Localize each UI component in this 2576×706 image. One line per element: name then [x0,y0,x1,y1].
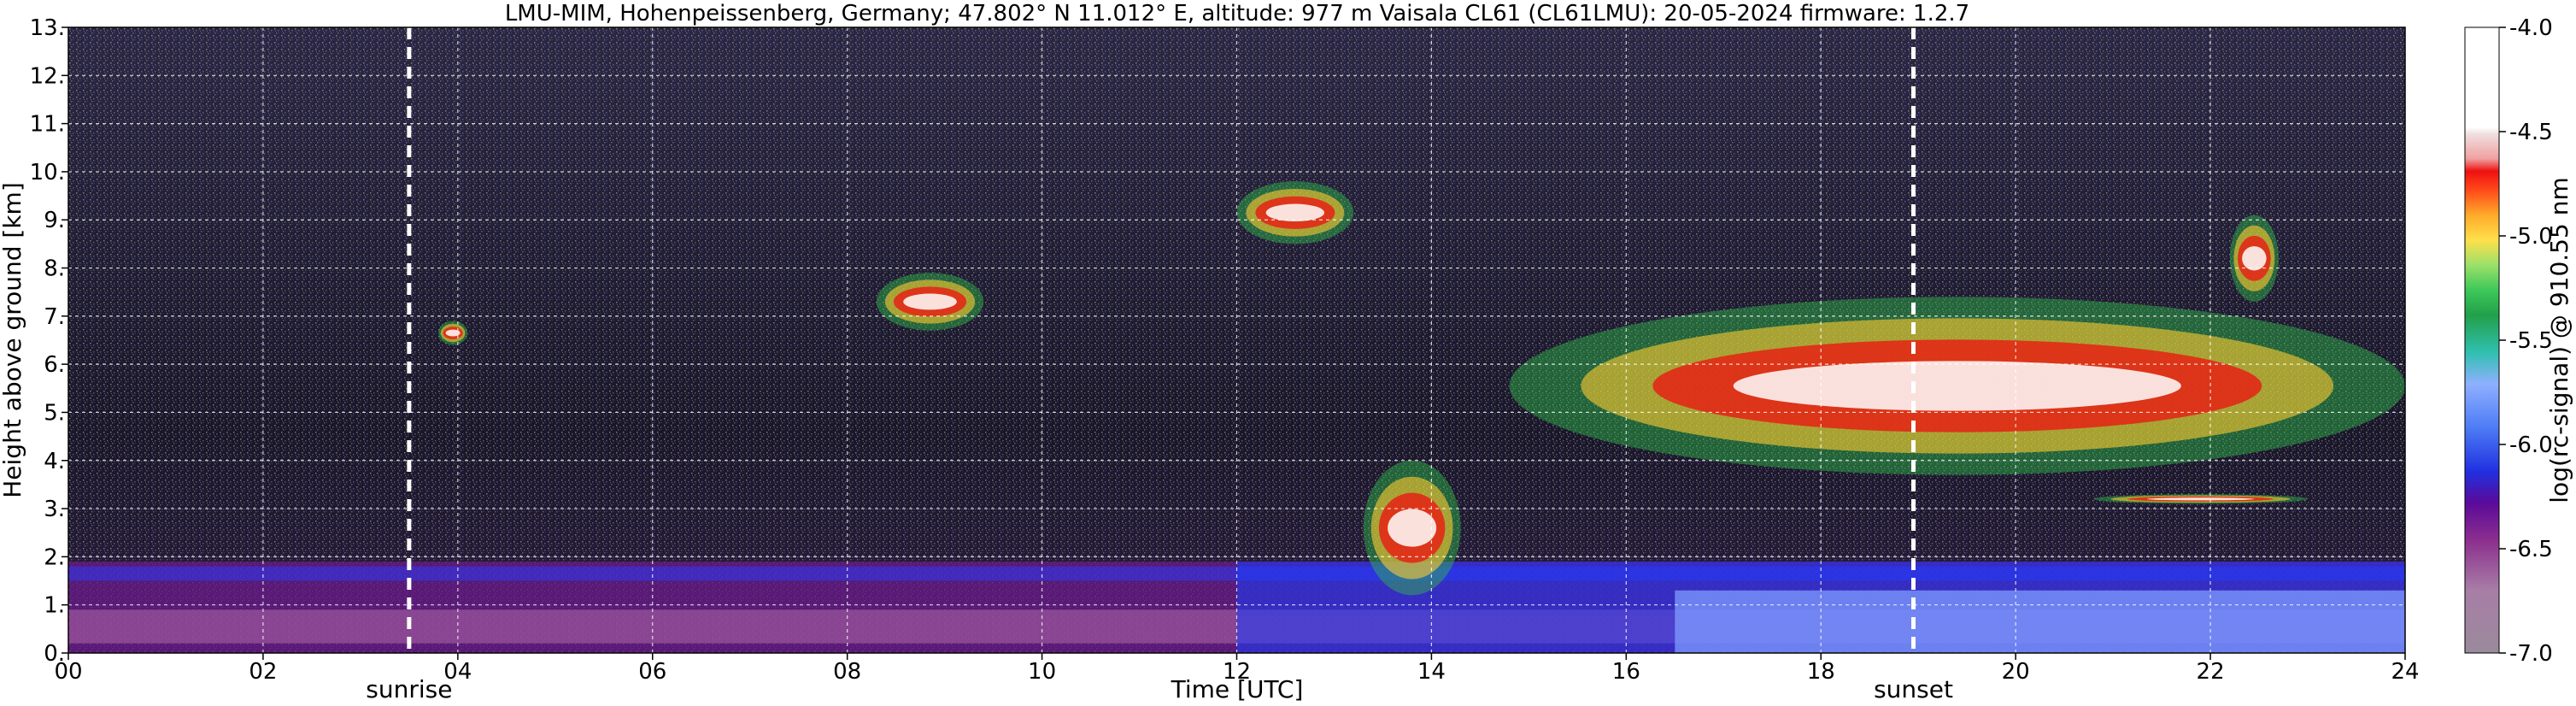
cloud-feature [2093,494,2309,504]
y-tick-label: 13. [30,15,65,41]
colorbar-tick-label: -5.5 [2509,328,2553,354]
y-tick-label: 7. [44,304,65,330]
y-tick-label: 8. [44,256,65,282]
colorbar-tick-label: -6.5 [2509,537,2553,562]
sunrise-label: sunrise [366,675,452,703]
colorbar: -7.0 -6.5 -6.0 -5.5 -5.0 -4.5 -4.0 log(rc-sign… [2464,15,2573,667]
cloud-feature [1363,460,1461,596]
y-tick-label: 5. [44,400,65,426]
x-tick-label: 24 [2391,659,2419,685]
y-axis-label: Height above ground [km] [0,182,26,498]
y-tick-label: 9. [44,208,65,233]
y-tick-label: 4. [44,449,65,474]
x-tick-label: 14 [1417,659,1446,685]
x-tick-label: 10 [1028,659,1056,685]
x-tick-label: 18 [1807,659,1835,685]
y-tick-label: 1. [44,593,65,619]
y-axis: 0. 1. 2. 3. 4. 5. 6. 7. 8. 9. 10. 11. 12. 13. [30,15,68,667]
y-tick-label: 2. [44,544,65,570]
x-tick-label: 08 [833,659,861,685]
y-tick-label: 0. [44,641,65,667]
colorbar-label: log(rc-signal) @ 910.55 nm [2545,177,2573,503]
colorbar-tick-label: -4.0 [2509,15,2553,41]
y-tick-label: 6. [44,352,65,378]
colorbar-tick-label: -5.0 [2509,224,2553,250]
cloud-feature [438,321,468,345]
chart-title: LMU-MIM, Hohenpeissenberg, Germany; 47.8… [505,1,1969,26]
x-axis: 00 02 04 06 08 10 12 14 16 18 20 22 24 [54,653,2420,685]
cloud-feature [876,273,984,331]
y-tick-label: 10. [30,160,65,185]
cloud-feature [2229,215,2279,302]
x-tick-label: 06 [638,659,666,685]
colorbar-tick-label: -4.5 [2509,120,2553,145]
grid-lines [68,27,2405,653]
x-tick-label: 00 [54,659,82,685]
colorbar-ticks: -7.0 -6.5 -6.0 -5.5 -5.0 -4.5 -4.0 [2499,15,2553,667]
x-tick-label: 12 [1223,659,1251,685]
cloud-feature [1509,297,2405,475]
colorbar-tick-label: -7.0 [2509,641,2553,667]
x-tick-label: 22 [2197,659,2225,685]
sunset-label: sunset [1874,675,1953,703]
y-tick-label: 3. [44,497,65,522]
sun-event-labels: sunrise sunset [366,675,1953,703]
colorbar-tick-label: -6.0 [2509,432,2553,458]
colorbar-gradient [2464,26,2500,654]
x-tick-label: 04 [443,659,472,685]
cloud-feature [1236,181,1354,244]
x-axis-label: Time [UTC] [1171,675,1304,703]
x-tick-label: 16 [1612,659,1640,685]
x-tick-label: 20 [2002,659,2030,685]
y-tick-label: 11. [30,112,65,138]
y-tick-label: 12. [30,63,65,89]
plot-area [68,27,2405,653]
x-tick-label: 02 [249,659,277,685]
sun-event-lines [407,27,1916,653]
